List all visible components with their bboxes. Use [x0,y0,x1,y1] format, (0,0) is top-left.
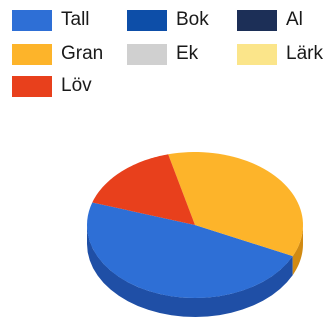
legend-label-gran: Gran [61,43,104,64]
legend-item-lark: Lärk [237,42,323,66]
legend-item-al: Al [237,8,303,32]
legend-swatch-ek [127,43,167,65]
legend-swatch-bok [127,9,167,31]
pie-side-gran [292,225,303,276]
legend-label-ek: Ek [176,43,199,64]
pie-slice-lov [92,154,195,225]
pie-slice-tall [87,202,293,298]
legend-label-lark: Lärk [286,43,323,64]
legend-item-tall: Tall [12,8,90,32]
legend-label-bok: Bok [176,9,209,30]
chart-legend: Tall Bok Al Gran Ek Lärk Löv [0,0,324,100]
legend-item-gran: Gran [12,42,103,66]
legend-label-lov: Löv [61,75,92,96]
legend-item-ek: Ek [127,42,198,66]
pie-side-tall [87,225,293,317]
legend-label-tall: Tall [61,9,90,30]
legend-label-al: Al [286,9,303,30]
legend-swatch-al [237,9,277,31]
legend-swatch-gran [12,43,52,65]
legend-swatch-lark [237,43,277,65]
legend-item-lov: Löv [12,74,92,98]
legend-item-bok: Bok [127,8,209,32]
legend-swatch-lov [12,75,52,97]
pie-slice-gran [168,152,303,257]
legend-swatch-tall [12,9,52,31]
